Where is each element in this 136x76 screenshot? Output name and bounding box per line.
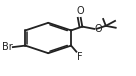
Text: O: O [95,23,103,34]
Text: O: O [77,6,84,16]
Text: Br: Br [2,42,13,52]
Text: F: F [77,52,83,62]
